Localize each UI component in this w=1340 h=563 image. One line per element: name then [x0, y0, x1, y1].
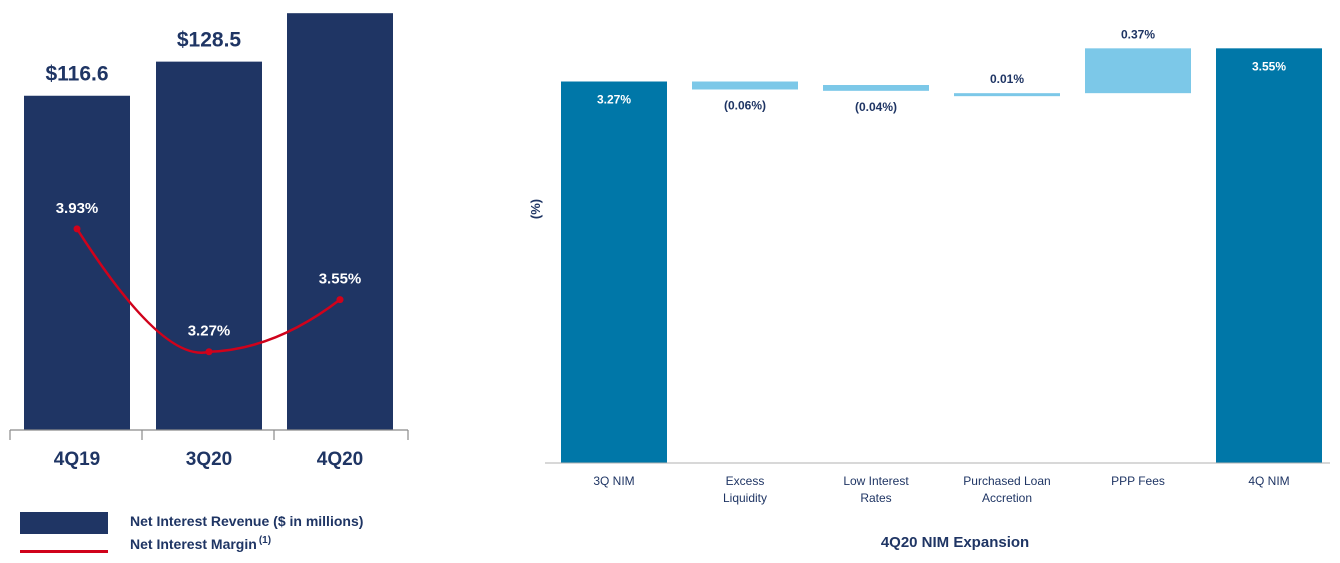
waterfall-category-label: 3Q NIM: [593, 474, 634, 488]
waterfall-value-label: 3.27%: [597, 93, 631, 107]
waterfall-value-label: (0.04%): [855, 100, 897, 114]
bar-value-label: $116.6: [45, 63, 108, 86]
bar-value-label: $128.5: [177, 29, 242, 52]
revenue-bar: [24, 95, 130, 430]
category-label: 4Q19: [54, 449, 100, 470]
revenue-bar: [156, 61, 262, 431]
category-label: 4Q20: [317, 449, 363, 470]
nim-value-label: 3.55%: [319, 271, 362, 288]
waterfall-category-label: Liquidity: [723, 491, 767, 505]
legend-label-margin: Net Interest Margin (1): [130, 535, 271, 552]
legend-swatch-margin: [20, 550, 108, 553]
waterfall-value-label: 3.55%: [1252, 59, 1286, 73]
change-bar: [954, 93, 1060, 97]
y-axis-label: (%): [528, 199, 543, 219]
nim-point: [205, 348, 213, 356]
waterfall-category-label: Excess: [726, 474, 765, 488]
waterfall-value-label: 0.01%: [990, 72, 1024, 86]
nim-value-label: 3.27%: [188, 323, 231, 340]
waterfall-category-label: 4Q NIM: [1248, 474, 1289, 488]
legend-footnote-marker: (1): [259, 535, 271, 546]
revenue-bar: [287, 13, 393, 430]
legend-label-margin-text: Net Interest Margin: [130, 536, 257, 552]
waterfall-value-label: 0.37%: [1121, 27, 1155, 41]
total-bar: [561, 81, 667, 463]
nim-waterfall-chart: 3.27% 3Q NIM (0.06%) Excess Liquidity (0.04%)…: [528, 27, 1330, 551]
total-bar: [1216, 48, 1322, 463]
waterfall-title: 4Q20 NIM Expansion: [881, 534, 1029, 551]
waterfall-category-label: Low Interest: [843, 474, 909, 488]
category-label: 3Q20: [186, 449, 232, 470]
change-bar: [823, 85, 929, 91]
legend-label-revenue: Net Interest Revenue ($ in millions): [130, 513, 363, 529]
change-bar: [1085, 48, 1191, 94]
waterfall-category-label: PPP Fees: [1111, 474, 1165, 488]
change-bar: [692, 81, 798, 90]
nim-point: [73, 225, 81, 233]
nim-value-label: 3.93%: [56, 200, 99, 217]
net-interest-revenue-chart: $116.6 4Q19 $128.5 3Q20 $145.4 4Q20 3.93% 3.27%…: [9, 0, 409, 470]
waterfall-category-label: Accretion: [982, 491, 1032, 505]
legend-swatch-revenue: [20, 512, 108, 534]
legend: Net Interest Revenue ($ in millions) Net …: [20, 512, 363, 553]
nim-point: [336, 296, 344, 304]
bar-value-label: $145.4: [308, 0, 373, 3]
waterfall-value-label: (0.06%): [724, 99, 766, 113]
waterfall-category-label: Rates: [860, 491, 891, 505]
waterfall-category-label: Purchased Loan: [963, 474, 1050, 488]
